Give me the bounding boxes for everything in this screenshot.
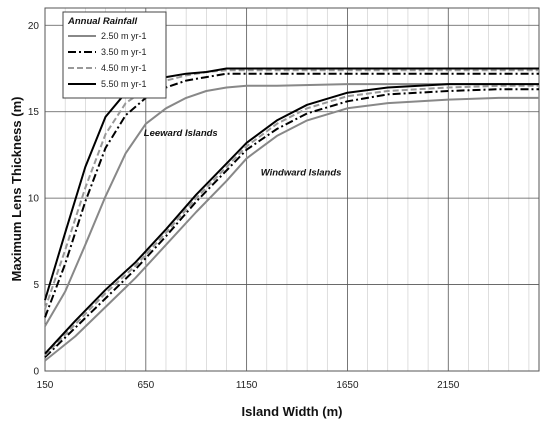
- tick-labels: 150 650 1150 1650 2150 0 5 10 15 20: [28, 21, 460, 391]
- legend-label-3-50-m-yr-1: 3.50 m yr-1: [101, 47, 147, 57]
- series-line-leeward-islands-5-50-m-yr-1: [44, 67, 539, 301]
- annotations: Leeward Islands Windward Islands: [144, 128, 342, 179]
- y-tick-label: 10: [28, 194, 40, 205]
- y-tick-label: 15: [28, 107, 40, 118]
- y-tick-label: 0: [33, 367, 39, 378]
- x-tick-label: 1150: [236, 380, 258, 391]
- series-line-leeward-islands-4-50-m-yr-1: [44, 69, 539, 310]
- series-line-windward-islands-3-50-m-yr-1: [44, 88, 539, 358]
- legend-title: Annual Rainfall: [67, 16, 138, 27]
- x-axis-title: Island Width (m): [242, 404, 343, 419]
- annotation-windward-islands: Windward Islands: [261, 168, 342, 179]
- series-line-leeward-islands-3-50-m-yr-1: [44, 72, 539, 318]
- y-tick-label: 5: [33, 280, 39, 291]
- x-tick-label: 150: [37, 380, 54, 391]
- x-tick-label: 2150: [437, 380, 460, 391]
- legend-label-2-50-m-yr-1: 2.50 m yr-1: [101, 31, 147, 41]
- series-line-windward-islands-5-50-m-yr-1: [44, 83, 539, 355]
- legend: Annual Rainfall 2.50 m yr-1 3.50 m yr-1 4.…: [62, 11, 167, 99]
- y-axis-title: Maximum Lens Thickness (m): [9, 97, 24, 282]
- x-tick-label: 1650: [336, 380, 359, 391]
- series-line-windward-islands-4-50-m-yr-1: [44, 84, 539, 357]
- x-tick-label: 650: [137, 380, 154, 391]
- series-line-leeward-islands-2-50-m-yr-1: [44, 83, 539, 327]
- series-line-windward-islands-2-50-m-yr-1: [44, 96, 539, 362]
- legend-label-4-50-m-yr-1: 4.50 m yr-1: [101, 63, 147, 73]
- annotation-leeward-islands: Leeward Islands: [144, 128, 218, 139]
- y-tick-label: 20: [28, 21, 40, 32]
- legend-entries: 2.50 m yr-1 3.50 m yr-1 4.50 m yr-1 5.50 m …: [68, 31, 147, 89]
- plot-frame: [44, 7, 540, 372]
- series-layer: [44, 67, 539, 362]
- legend-label-5-50-m-yr-1: 5.50 m yr-1: [101, 79, 147, 89]
